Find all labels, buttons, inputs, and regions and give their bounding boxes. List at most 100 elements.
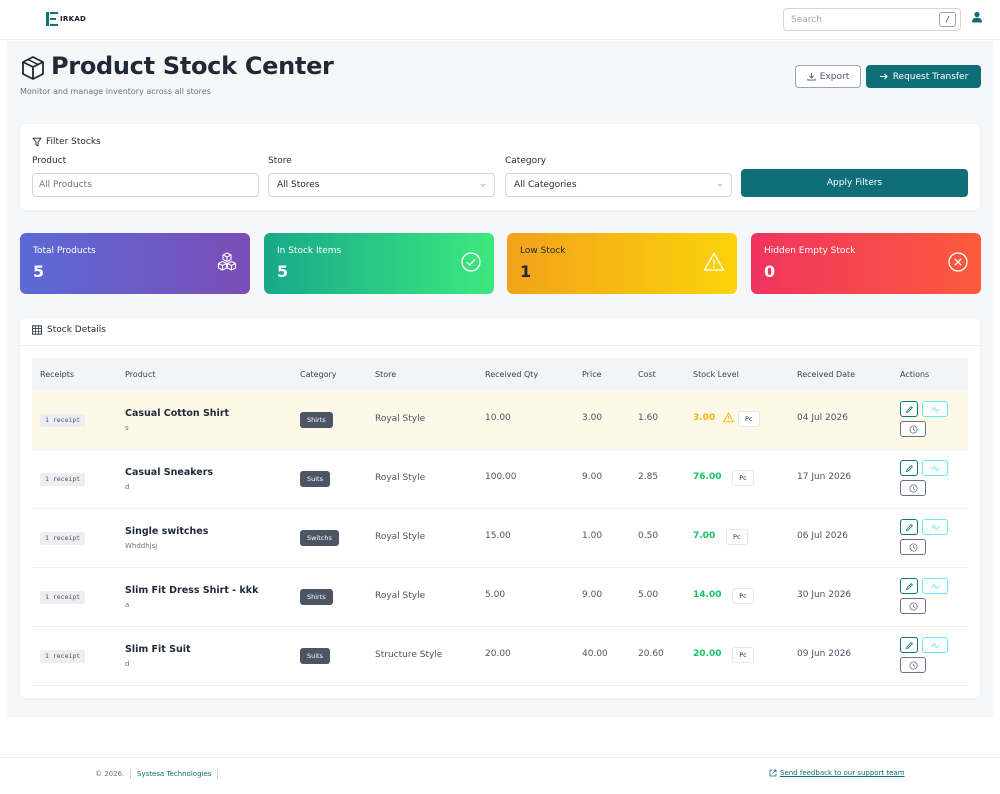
category-filter-select[interactable]: All Categories	[505, 173, 732, 197]
brand-name: IRKAD	[60, 15, 87, 23]
cost-cell: 0.50	[638, 531, 659, 541]
cost-cell: 1.60	[638, 413, 659, 423]
store-cell: Royal Style	[375, 414, 426, 424]
edit-button[interactable]	[900, 401, 918, 417]
history-button[interactable]	[900, 539, 926, 555]
received-date-cell: 17 Jun 2026	[797, 472, 852, 482]
activity-button[interactable]	[922, 401, 948, 417]
stock-level-value: 14.00	[693, 590, 722, 600]
stat-value: 1	[520, 262, 532, 281]
stat-label: Low Stock	[520, 246, 566, 256]
receipt-badge[interactable]: 1 receipt	[40, 532, 86, 545]
check-circle-icon	[461, 252, 481, 272]
request-transfer-button[interactable]: Request Transfer	[866, 65, 981, 88]
receipt-badge[interactable]: 1 receipt	[40, 591, 86, 604]
received-qty-cell: 5.00	[485, 590, 506, 600]
stat-value: 5	[33, 262, 45, 281]
search-box[interactable]: /	[783, 8, 961, 31]
export-button[interactable]: Export	[795, 65, 861, 88]
clock-icon	[909, 543, 917, 551]
footer-company-link[interactable]: Systesa Technologies	[137, 770, 212, 778]
footer	[0, 757, 1000, 794]
top-bar: IRKAD /	[0, 0, 1000, 40]
table-row: 1 receipt Slim Fit Suit d Suits Structure St…	[32, 627, 968, 686]
history-button[interactable]	[900, 598, 926, 614]
edit-button[interactable]	[900, 578, 918, 594]
stat-card-total-products: Total Products 5	[20, 233, 250, 294]
search-shortcut-hint: /	[939, 12, 956, 27]
product-filter-input[interactable]	[32, 173, 259, 197]
stat-card-in-stock: In Stock Items 5	[264, 233, 494, 294]
store-filter-label: Store	[268, 156, 292, 166]
x-circle-icon	[948, 252, 968, 272]
received-qty-cell: 20.00	[485, 649, 511, 659]
chevron-down-icon	[717, 183, 723, 187]
feedback-label: Send feedback to our support team	[780, 769, 905, 777]
receipt-badge[interactable]: 1 receipt	[40, 650, 86, 663]
chevron-down-icon	[480, 183, 486, 187]
column-header-cost: Cost	[638, 370, 656, 379]
store-cell: Royal Style	[375, 532, 426, 542]
clock-icon	[909, 661, 917, 669]
brand-logo[interactable]: IRKAD	[46, 12, 86, 26]
category-filter-label: Category	[505, 156, 547, 166]
received-date-cell: 30 Jun 2026	[797, 590, 852, 600]
category-badge: Shirts	[300, 589, 333, 605]
history-button[interactable]	[900, 480, 926, 496]
history-button[interactable]	[900, 421, 926, 437]
activity-button[interactable]	[922, 578, 948, 594]
activity-icon	[930, 641, 940, 649]
activity-button[interactable]	[922, 637, 948, 653]
price-cell: 1.00	[582, 531, 603, 541]
store-filter-value: All Stores	[277, 180, 320, 190]
edit-button[interactable]	[900, 460, 918, 476]
history-button[interactable]	[900, 657, 926, 673]
receipt-badge[interactable]: 1 receipt	[40, 473, 86, 486]
price-cell: 9.00	[582, 472, 603, 482]
filter-icon	[32, 137, 42, 147]
activity-button[interactable]	[922, 460, 948, 476]
box-icon	[22, 56, 44, 80]
table-row: 1 receipt Casual Sneakers d Suits Royal Styl…	[32, 450, 968, 509]
logo-icon	[46, 12, 58, 26]
category-filter-value: All Categories	[514, 180, 577, 190]
clock-icon	[909, 602, 917, 610]
cost-cell: 2.85	[638, 472, 659, 482]
footer-separator	[130, 769, 131, 779]
received-qty-cell: 10.00	[485, 413, 511, 423]
edit-button[interactable]	[900, 519, 918, 535]
warning-icon	[723, 412, 734, 423]
arrow-right-icon	[879, 73, 888, 80]
stock-level-value: 7.00	[693, 531, 716, 541]
product-sku: d	[125, 660, 130, 668]
table-row: 1 receipt Single switches Whddhjsj Switchs R…	[32, 509, 968, 568]
column-header-stock-level: Stock Level	[693, 370, 739, 379]
category-badge: Shirts	[300, 412, 333, 428]
column-header-product: Product	[125, 370, 156, 379]
stat-card-low-stock: Low Stock 1	[507, 233, 737, 294]
unit-badge: Pc	[732, 470, 754, 486]
pencil-icon	[905, 464, 913, 472]
apply-filters-button[interactable]: Apply Filters	[741, 169, 968, 197]
edit-button[interactable]	[900, 637, 918, 653]
divider	[20, 345, 980, 346]
table-icon	[32, 325, 42, 335]
stat-value: 5	[277, 262, 289, 281]
user-icon[interactable]	[971, 11, 983, 23]
activity-button[interactable]	[922, 519, 948, 535]
product-filter-label: Product	[32, 156, 67, 166]
received-date-cell: 04 Jul 2026	[797, 413, 848, 423]
search-input[interactable]	[791, 13, 931, 27]
receipt-badge[interactable]: 1 receipt	[40, 414, 86, 427]
received-date-cell: 09 Jun 2026	[797, 649, 852, 659]
store-cell: Royal Style	[375, 591, 426, 601]
unit-badge: Pc	[732, 588, 754, 604]
stock-details-title: Stock Details	[47, 325, 106, 335]
filter-header: Filter Stocks	[32, 137, 101, 147]
filter-title: Filter Stocks	[46, 137, 101, 147]
stat-value: 0	[764, 262, 776, 281]
store-filter-select[interactable]: All Stores	[268, 173, 495, 197]
table-row: 1 receipt Slim Fit Dress Shirt - kkk a Shir…	[32, 568, 968, 627]
feedback-link[interactable]: Send feedback to our support team	[769, 769, 905, 777]
unit-badge: Pc	[725, 529, 748, 545]
